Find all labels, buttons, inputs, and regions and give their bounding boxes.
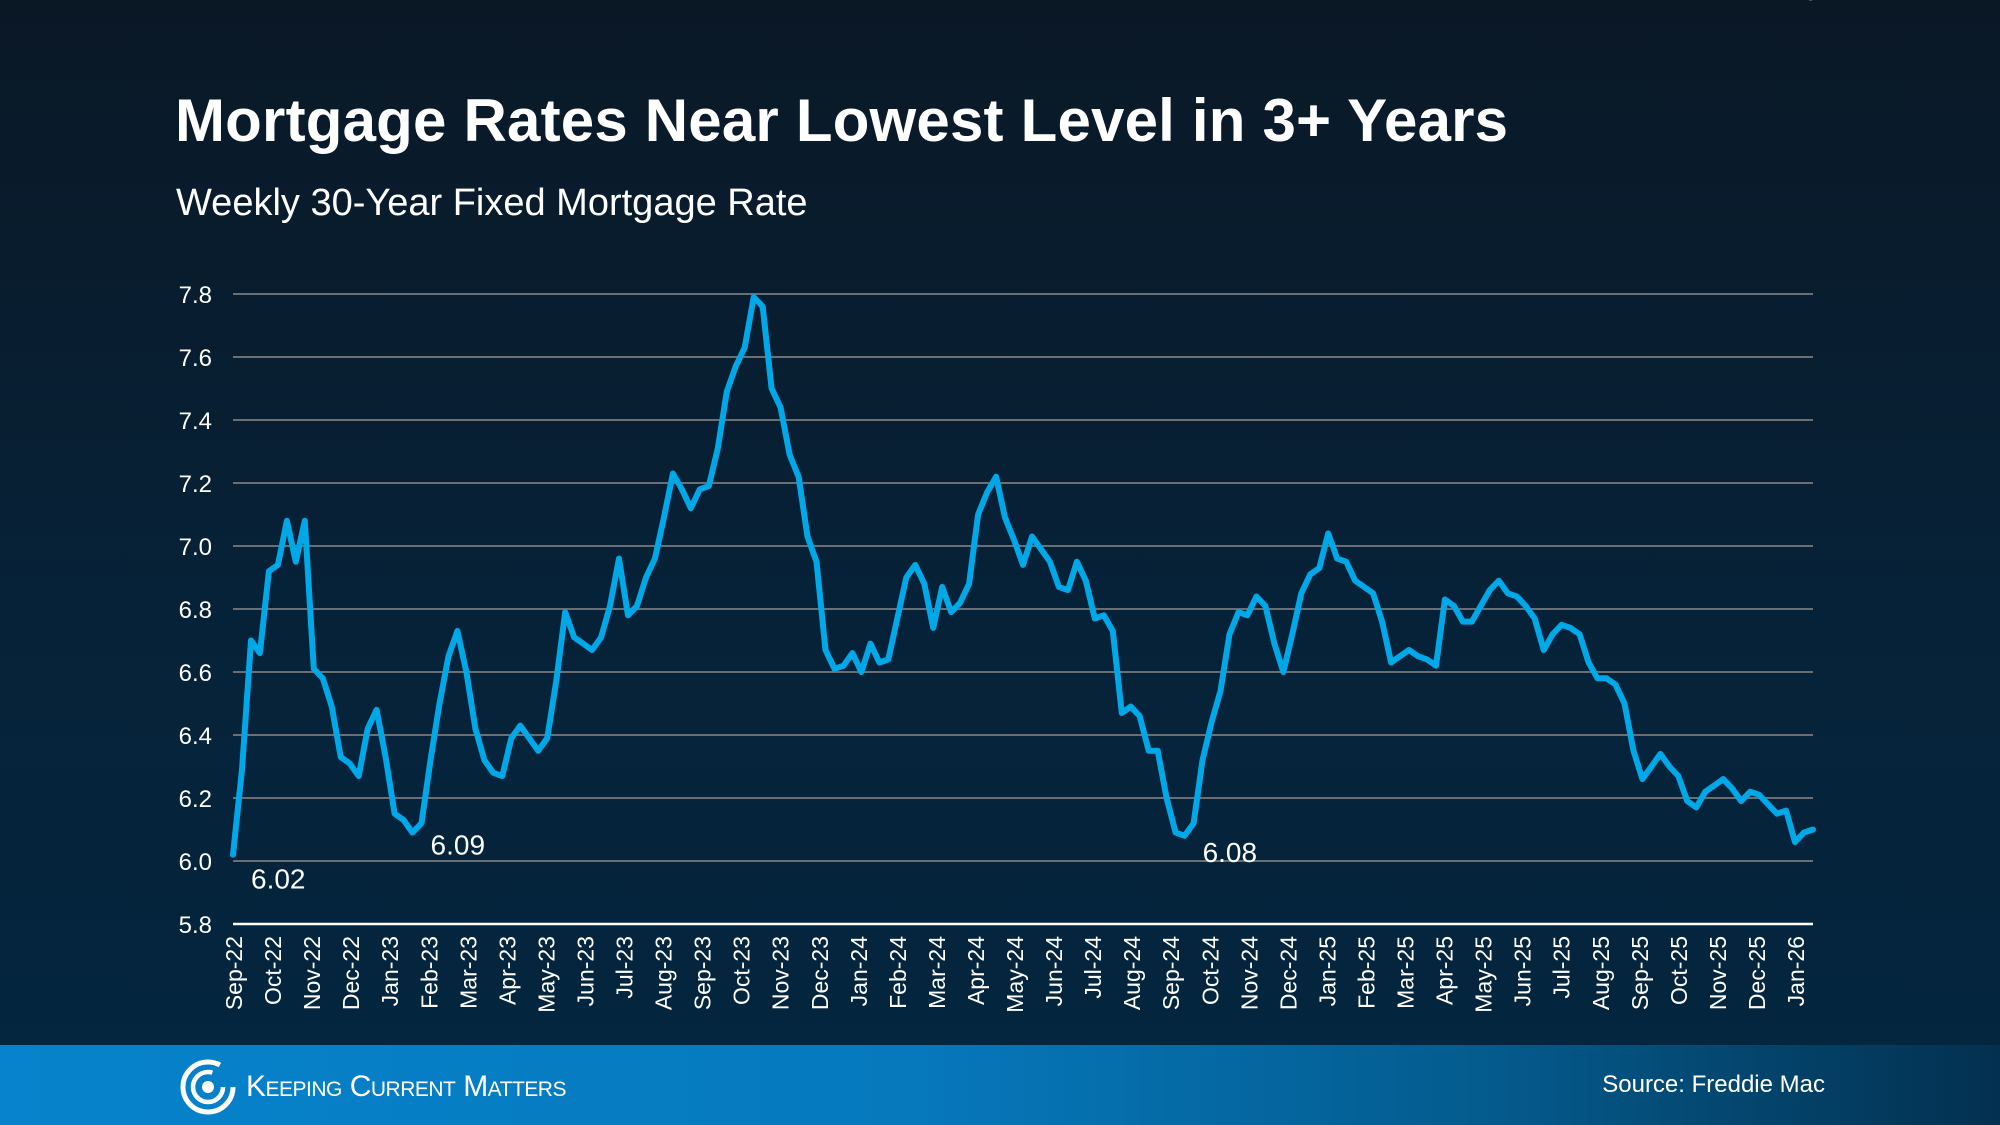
x-tick-label: Jul-23: [612, 936, 638, 999]
x-tick-label: Dec-23: [807, 936, 833, 1010]
x-tick-label: Apr-24: [963, 936, 989, 1005]
x-tick-label: Sep-25: [1627, 936, 1653, 1010]
x-tick-label: Jan-25: [1314, 936, 1340, 1006]
y-tick-label: 6.8: [179, 597, 212, 624]
x-tick-label: Nov-22: [299, 936, 325, 1010]
x-tick-label: Jan-24: [846, 936, 872, 1007]
x-tick-label: Feb-24: [885, 936, 911, 1009]
x-tick-label: Jan-23: [377, 936, 403, 1006]
x-tick-label: Jul-25: [1549, 936, 1575, 999]
data-label: 6.08: [1203, 837, 1258, 868]
x-tick-label: Jun-25: [1510, 936, 1536, 1006]
y-tick-label: 6.0: [179, 849, 212, 876]
y-tick-label: 7.4: [179, 408, 212, 435]
y-tick-label: 7.6: [179, 345, 212, 372]
x-tick-label: Mar-25: [1393, 936, 1419, 1009]
x-tick-label: Jun-23: [572, 936, 598, 1006]
y-axis-ticks: 5.8 6.0 6.2 6.4 6.6 6.8 7.0 7.2 7.4 7.6 7.8: [179, 282, 212, 939]
brand-logo: Keeping Current Matters: [180, 1059, 566, 1115]
x-tick-label: May-25: [1471, 936, 1497, 1013]
y-tick-label: 7.0: [179, 534, 212, 561]
x-tick-label: Dec-25: [1744, 936, 1770, 1010]
x-tick-label: Apr-23: [494, 936, 520, 1005]
x-tick-label: Sep-24: [1158, 936, 1184, 1010]
x-tick-label: Nov-25: [1705, 936, 1731, 1010]
x-tick-label: Mar-23: [455, 936, 481, 1009]
x-tick-label: Mar-24: [924, 936, 950, 1009]
x-tick-label: Feb-25: [1353, 936, 1379, 1009]
y-tick-label: 6.4: [179, 723, 212, 750]
x-tick-label: May-24: [1002, 936, 1028, 1013]
kcm-swirl-icon: [180, 1059, 236, 1115]
x-tick-label: Aug-25: [1588, 936, 1614, 1010]
y-tick-label: 6.2: [179, 786, 212, 813]
source-note: Source: Freddie Mac: [1602, 1071, 1825, 1098]
x-tick-label: Aug-23: [651, 936, 677, 1010]
footer-bar: Keeping Current Matters Source: Freddie …: [0, 1045, 2000, 1125]
x-tick-label: Sep-23: [690, 936, 716, 1010]
x-tick-label: Nov-24: [1236, 936, 1262, 1010]
x-tick-label: Nov-23: [768, 936, 794, 1010]
x-tick-label: Dec-24: [1275, 936, 1301, 1010]
x-tick-label: Jan-26: [1783, 936, 1809, 1006]
gridlines: [233, 293, 1813, 862]
y-tick-label: 5.8: [179, 912, 212, 939]
x-tick-label: Aug-24: [1119, 936, 1145, 1010]
data-label: 6.02: [251, 864, 306, 895]
chart-title: Mortgage Rates Near Lowest Level in 3+ Y…: [175, 87, 1509, 154]
x-tick-label: May-23: [533, 936, 559, 1013]
data-labels: 6.02 6.09 6.08 6.1: [251, 0, 1841, 895]
y-tick-label: 7.8: [179, 282, 212, 309]
x-tick-label: Oct-22: [260, 936, 286, 1005]
data-label: 6.09: [431, 830, 486, 861]
y-tick-label: 7.2: [179, 471, 212, 498]
line-chart: 5.8 6.0 6.2 6.4 6.6 6.8 7.0 7.2 7.4 7.6 7.8 Sep-22…: [179, 0, 1841, 1013]
x-tick-label: Jun-24: [1041, 936, 1067, 1007]
x-axis-ticks: Sep-22 Oct-22 Nov-22 Dec-22 Jan-23 Feb-23 Mar-…: [221, 936, 1809, 1013]
x-tick-label: Jul-24: [1080, 936, 1106, 999]
x-tick-label: Feb-23: [416, 936, 442, 1009]
y-tick-label: 6.6: [179, 660, 212, 687]
data-label: 6.1: [1803, 0, 1842, 6]
x-tick-label: Sep-22: [221, 936, 247, 1010]
x-tick-label: Oct-23: [729, 936, 755, 1005]
x-tick-label: Dec-22: [338, 936, 364, 1010]
chart-subtitle: Weekly 30-Year Fixed Mortgage Rate: [176, 182, 808, 224]
series-line-rate: [230, 294, 1816, 858]
x-tick-label: Apr-25: [1432, 936, 1458, 1005]
x-tick-label: Oct-25: [1666, 936, 1692, 1005]
x-tick-label: Oct-24: [1197, 936, 1223, 1005]
brand-name: Keeping Current Matters: [246, 1070, 566, 1103]
